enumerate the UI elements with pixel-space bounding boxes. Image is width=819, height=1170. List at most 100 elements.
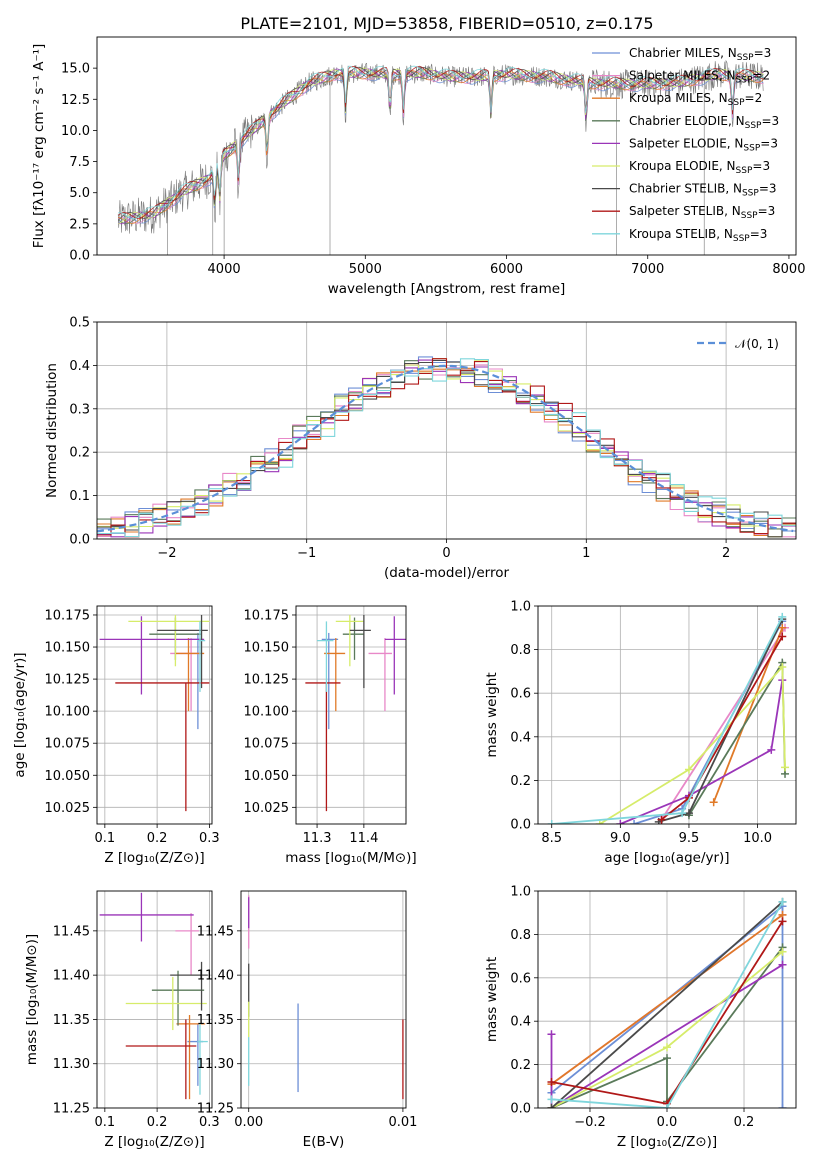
mass-weight-marker (778, 663, 787, 672)
plot-area (97, 322, 796, 539)
y-tick-label: 10.025 (244, 801, 290, 816)
y-tick-label: 0.3 (69, 402, 90, 417)
x-tick-label: 2 (722, 546, 730, 561)
axes-mass-weight-vs-age: 8.5 9.0 9.5 10.0 0.0 0.2 0.4 0.6 0.8 1.0 age [log₁… (484, 600, 797, 866)
y-tick-label: 7.5 (69, 155, 90, 170)
mass-weight-line-2 (660, 627, 786, 821)
x-tick-label: 0.01 (388, 1115, 417, 1130)
y-tick-label: 0.8 (510, 928, 531, 943)
plot-area (97, 606, 212, 824)
x-axis-label: mass [log₁₀(M/M⊙)] (285, 850, 416, 866)
x-axis-label: Z [log₁₀(Z/Z⊙)] (104, 1134, 204, 1150)
y-tick-label: 11.35 (53, 1013, 90, 1028)
y-tick-label: 10.175 (244, 608, 290, 623)
y-tick-label: 11.35 (197, 1013, 234, 1028)
mass-weight-marker (778, 947, 787, 956)
x-tick-label: 0.2 (734, 1115, 755, 1130)
mass-weight-line-7 (550, 901, 784, 1108)
figure-title: PLATE=2101, MJD=53858, FIBERID=0510, z=0… (240, 14, 653, 33)
model-spectrum-9 (118, 65, 764, 220)
x-tick-label: −2 (157, 546, 176, 561)
y-tick-label: 0.4 (69, 359, 90, 374)
y-tick-label: 10.075 (244, 737, 290, 752)
y-tick-label: 11.45 (53, 924, 90, 939)
x-tick-label: 0.00 (234, 1115, 263, 1130)
mass-weight-line-4 (688, 659, 786, 816)
mass-weight-marker (547, 820, 556, 824)
y-axis-label: mass weight (484, 957, 500, 1042)
mass-weight-line-9 (551, 901, 784, 1108)
mass-weight-marker (684, 765, 693, 774)
x-tick-label: 0.0 (657, 1115, 678, 1130)
histogram-9 (97, 358, 796, 538)
y-tick-label: 10.025 (45, 801, 91, 816)
y-tick-label: 5.0 (69, 186, 90, 201)
y-tick-label: 0.6 (510, 971, 531, 986)
x-tick-label: 9.5 (679, 831, 700, 846)
mass-weight-marker (709, 798, 718, 807)
y-tick-label: 0.8 (510, 643, 531, 658)
y-axis-label: mass weight (484, 672, 500, 757)
x-tick-label: 8.5 (541, 831, 562, 846)
mass-weight-line-5 (550, 964, 783, 1108)
y-tick-label: 11.40 (197, 969, 234, 984)
y-tick-label: 10.050 (244, 769, 290, 784)
axes-frame (240, 890, 407, 1109)
y-tick-label: 0.0 (510, 818, 531, 833)
plot-area (241, 891, 406, 1108)
x-tick-label: 0.2 (147, 1115, 168, 1130)
model-spectrum-8 (117, 66, 764, 219)
x-tick-label: 0.3 (199, 1115, 220, 1130)
legend-label: Kroupa MILES, NSSP=2 (629, 91, 762, 108)
plot-area (538, 891, 796, 1108)
plot-area (296, 606, 406, 824)
x-tick-label: 0.3 (199, 831, 220, 846)
y-tick-label: 10.100 (45, 705, 91, 720)
axes-frame (96, 321, 797, 540)
y-tick-label: 10.075 (45, 737, 91, 752)
y-tick-label: 10.150 (244, 641, 290, 656)
y-tick-label: 11.30 (197, 1057, 234, 1072)
y-tick-label: 11.45 (197, 924, 234, 939)
y-tick-label: 0.4 (510, 730, 531, 745)
y-tick-label: 0.0 (510, 1102, 531, 1117)
mass-weight-marker (663, 1054, 671, 1063)
legend-label: 𝒩(0, 1) (735, 337, 779, 351)
mass-weight-marker (778, 612, 787, 621)
mass-weight-marker (657, 815, 666, 824)
y-axis-label: Normed distribution (44, 363, 60, 498)
mass-weight-marker (547, 1030, 556, 1039)
mass-weight-marker (547, 1077, 556, 1086)
y-tick-label: 0.2 (510, 774, 531, 789)
axes-mass-vs-Z: 0.1 0.2 0.3 11.25 11.30 11.35 11.40 11.45 Z [log… (24, 890, 220, 1150)
x-tick-label: 7000 (631, 262, 664, 277)
mass-weight-marker (547, 1104, 556, 1108)
axes-residuals: −2 −1 0 1 2 0.0 0.1 0.2 0.3 0.4 0.5 (data-model)/er… (44, 316, 797, 581)
legend-label: Salpeter MILES, NSSP=2 (629, 69, 770, 86)
y-tick-label: 10.150 (45, 641, 91, 656)
spectrum-legend: Chabrier MILES, NSSP=3 Salpeter MILES, NS… (592, 46, 779, 244)
y-tick-label: 2.5 (69, 217, 90, 232)
mass-weight-marker (778, 623, 787, 632)
legend-label: Kroupa ELODIE, NSSP=3 (629, 159, 770, 176)
mass-weight-marker (778, 632, 787, 641)
x-axis-label: wavelength [Angstrom, rest frame] (328, 281, 566, 297)
plot-area (97, 891, 212, 1108)
y-tick-label: 0.2 (510, 1058, 531, 1073)
mass-weight-marker (781, 763, 790, 772)
legend-label: Kroupa STELIB, NSSP=3 (629, 227, 767, 244)
axes-frame (96, 36, 797, 256)
model-spectrum-4 (117, 69, 764, 225)
y-tick-label: 11.25 (197, 1102, 234, 1117)
axes-frame (537, 890, 797, 1109)
histogram-8 (97, 358, 796, 538)
x-tick-label: 0.1 (94, 1115, 115, 1130)
y-tick-label: 1.0 (510, 885, 531, 900)
y-axis-label: age [log₁₀(age/yr)] (12, 652, 28, 777)
axes-age-vs-Z: 0.1 0.2 0.3 10.025 10.050 10.075 10.100 10.125 1… (12, 605, 220, 866)
x-tick-label: −0.2 (574, 1115, 606, 1130)
mass-weight-marker (767, 745, 776, 754)
legend-label: Salpeter STELIB, NSSP=3 (629, 204, 775, 221)
x-tick-label: 4000 (208, 262, 241, 277)
mass-weight-line-5 (619, 679, 784, 824)
